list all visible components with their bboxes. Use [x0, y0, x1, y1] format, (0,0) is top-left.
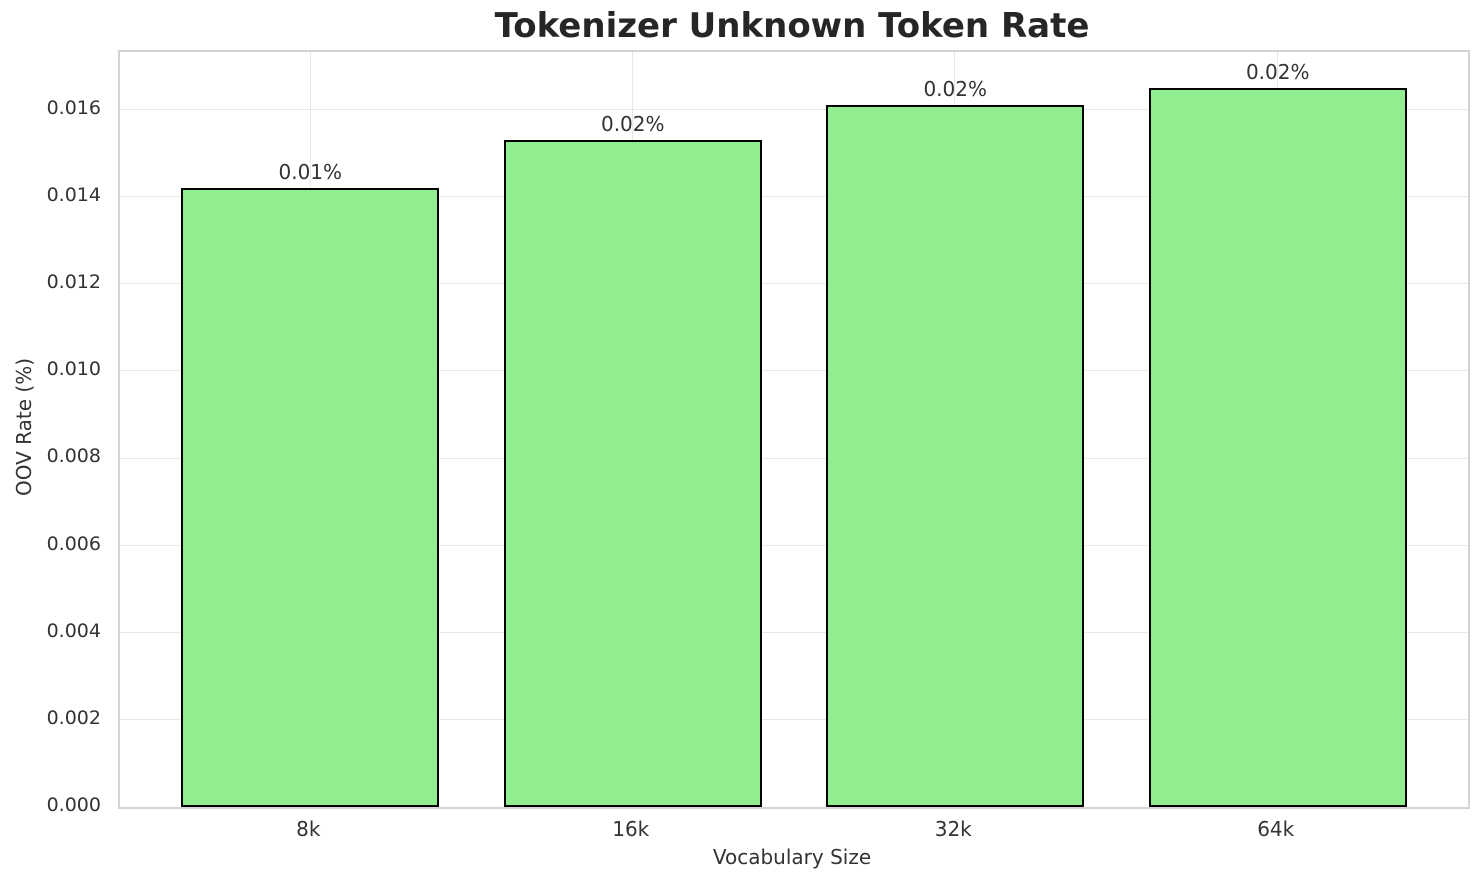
gridline-y: [120, 196, 1468, 198]
bar-value-label: 0.01%: [278, 160, 343, 185]
x-tick-label: 8k: [296, 817, 321, 841]
bar-8k: [181, 188, 440, 807]
gridline-y: [120, 631, 1468, 633]
x-tick-label: 16k: [612, 817, 650, 841]
x-tick-label: 64k: [1257, 817, 1295, 841]
y-tick-label: 0.012: [46, 271, 101, 294]
chart-title: Tokenizer Unknown Token Rate: [494, 6, 1090, 46]
bar-16k: [503, 140, 762, 807]
gridline-y: [120, 108, 1468, 110]
y-tick-label: 0.000: [46, 794, 101, 816]
y-tick-label: 0.006: [46, 532, 101, 555]
gridline-y: [120, 370, 1468, 372]
bar-value-label: 0.02%: [600, 112, 665, 137]
y-tick-label: 0.016: [46, 96, 101, 119]
y-tick-label: 0.002: [46, 706, 101, 729]
y-tick-label: 0.010: [46, 358, 101, 381]
plot-area: 0.01% 0.02% 0.02% 0.02%: [118, 50, 1470, 809]
gridline-y: [120, 544, 1468, 546]
gridline-y: [120, 283, 1468, 285]
y-tick-label: 0.008: [46, 445, 101, 468]
x-axis-label: Vocabulary Size: [712, 845, 872, 869]
bar-32k: [826, 105, 1085, 807]
y-tick-label: 0.004: [46, 619, 101, 642]
x-tick-label: 32k: [934, 817, 972, 841]
gridline-y: [120, 719, 1468, 721]
bar-value-label: 0.02%: [923, 77, 987, 102]
bar-64k: [1148, 87, 1407, 807]
bar-value-label: 0.02%: [1245, 59, 1310, 84]
gridline-y: [120, 457, 1468, 459]
y-tick-label: 0.014: [46, 183, 101, 206]
